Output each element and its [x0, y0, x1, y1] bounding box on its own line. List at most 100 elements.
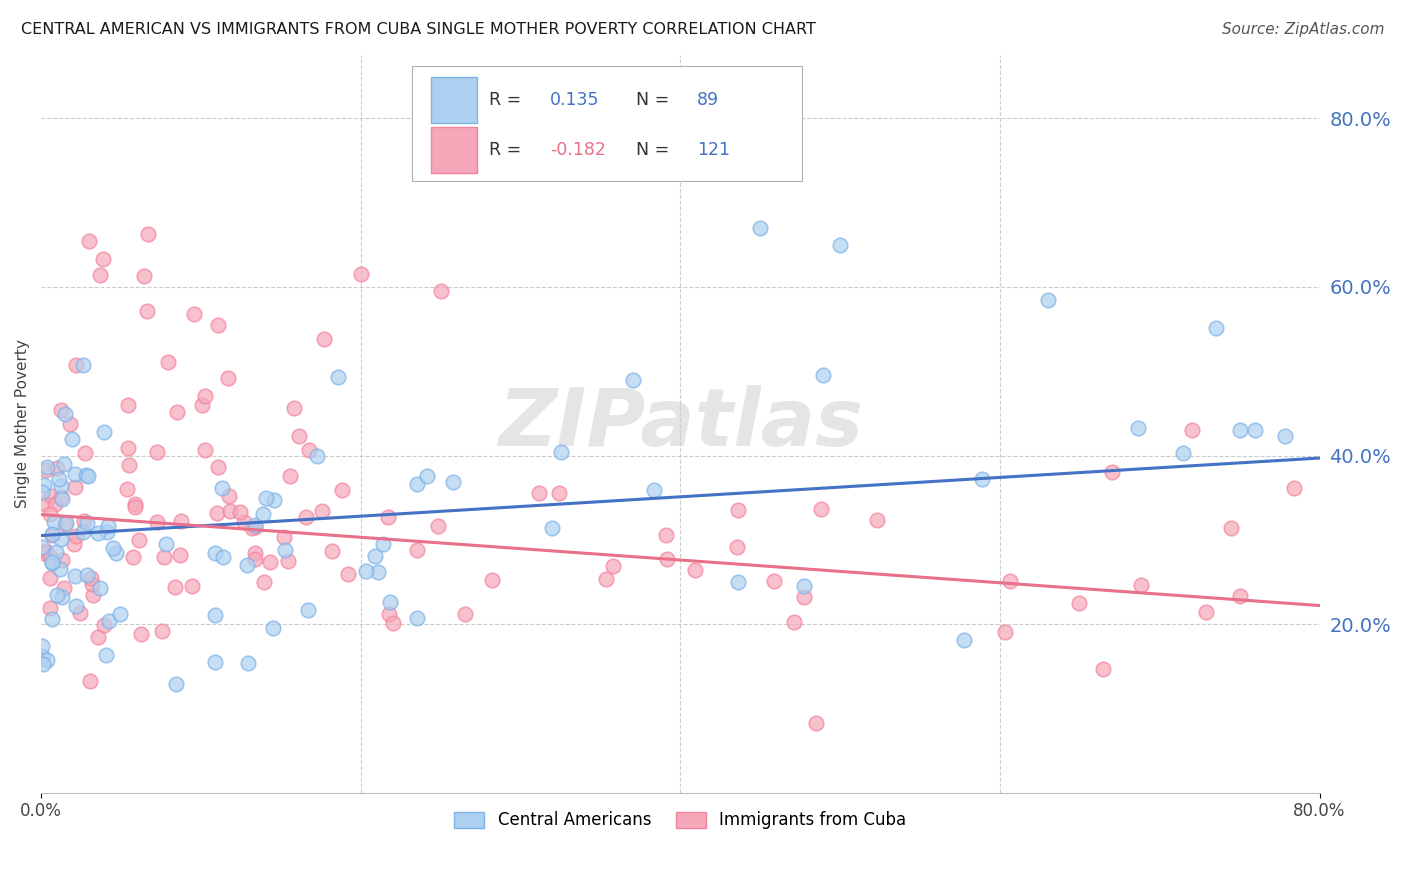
Point	[655, 527, 678, 541]
Point	[63, 536, 86, 550]
Point	[194, 443, 217, 458]
Point	[153, 549, 176, 564]
Point	[298, 443, 321, 458]
Point	[236, 558, 259, 572]
Point	[169, 549, 191, 563]
Point	[53, 408, 76, 422]
Point	[311, 504, 333, 518]
Point	[86, 525, 108, 540]
Point	[42, 515, 65, 529]
Point	[243, 552, 266, 566]
Point	[297, 603, 319, 617]
Point	[204, 607, 226, 622]
Point	[39, 508, 62, 522]
Point	[108, 607, 131, 622]
Point	[96, 525, 118, 540]
Point	[307, 449, 329, 463]
Point	[1244, 423, 1267, 437]
Point	[121, 550, 143, 565]
Point	[429, 284, 451, 298]
Point	[1171, 446, 1194, 460]
Point	[953, 633, 976, 648]
Point	[793, 578, 815, 592]
Point	[529, 486, 551, 500]
Point	[31, 639, 53, 653]
Point	[1181, 423, 1204, 437]
Point	[205, 506, 228, 520]
Point	[48, 472, 70, 486]
FancyBboxPatch shape	[432, 77, 477, 123]
Point	[77, 234, 100, 248]
Point	[145, 445, 167, 459]
Point	[31, 484, 53, 499]
Point	[65, 569, 87, 583]
FancyBboxPatch shape	[432, 128, 477, 173]
Point	[53, 581, 76, 595]
Point	[238, 656, 260, 670]
Point	[204, 655, 226, 669]
Point	[41, 526, 63, 541]
Point	[65, 599, 87, 613]
Point	[157, 354, 180, 368]
Point	[136, 227, 159, 241]
Text: Source: ZipAtlas.com: Source: ZipAtlas.com	[1222, 22, 1385, 37]
Point	[1128, 421, 1150, 435]
Text: N =: N =	[636, 91, 675, 109]
Point	[416, 468, 439, 483]
Point	[183, 307, 205, 321]
Text: N =: N =	[636, 141, 675, 159]
Point	[427, 519, 450, 533]
Point	[51, 490, 73, 504]
Point	[73, 446, 96, 460]
Point	[46, 588, 69, 602]
Point	[367, 565, 389, 579]
Point	[41, 555, 63, 569]
Point	[1229, 423, 1251, 437]
Point	[254, 491, 277, 505]
Point	[1219, 521, 1241, 535]
Point	[32, 657, 55, 671]
Point	[101, 541, 124, 555]
Point	[312, 332, 335, 346]
Point	[1067, 597, 1090, 611]
Point	[65, 467, 87, 481]
Point	[283, 401, 305, 416]
Point	[117, 441, 139, 455]
Point	[96, 519, 118, 533]
Point	[51, 491, 73, 506]
Point	[34, 463, 56, 477]
Point	[87, 630, 110, 644]
Point	[350, 267, 373, 281]
Point	[378, 607, 401, 622]
Text: ZIPatlas: ZIPatlas	[498, 384, 863, 463]
Text: CENTRAL AMERICAN VS IMMIGRANTS FROM CUBA SINGLE MOTHER POVERTY CORRELATION CHART: CENTRAL AMERICAN VS IMMIGRANTS FROM CUBA…	[21, 22, 815, 37]
Point	[1129, 578, 1152, 592]
Point	[621, 373, 644, 387]
Point	[655, 552, 678, 566]
Point	[31, 541, 53, 555]
Point	[53, 516, 76, 531]
Point	[117, 399, 139, 413]
Point	[330, 483, 353, 497]
Point	[232, 515, 254, 529]
Point	[41, 527, 63, 541]
Point	[39, 600, 62, 615]
Point	[39, 550, 62, 565]
Point	[129, 626, 152, 640]
Point	[41, 556, 63, 570]
Point	[124, 500, 146, 515]
Point	[212, 549, 235, 564]
Point	[406, 477, 429, 491]
Point	[229, 504, 252, 518]
Point	[31, 648, 53, 663]
Point	[1284, 481, 1306, 495]
Point	[406, 611, 429, 625]
Point	[378, 595, 401, 609]
Point	[406, 543, 429, 558]
Point	[32, 546, 55, 560]
Point	[165, 677, 187, 691]
Point	[643, 483, 665, 497]
Point	[146, 515, 169, 529]
Point	[45, 545, 67, 559]
Point	[194, 388, 217, 402]
